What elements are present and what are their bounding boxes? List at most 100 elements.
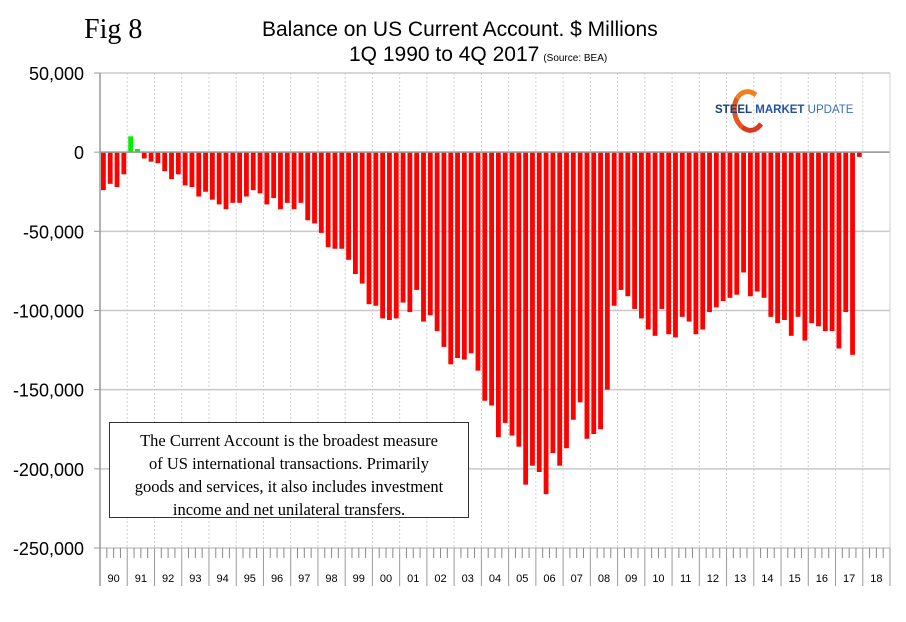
bar: [284, 152, 290, 203]
bar: [216, 152, 222, 205]
bar: [128, 136, 134, 153]
bar: [325, 152, 331, 248]
bar: [387, 152, 392, 320]
bar: [727, 152, 733, 298]
y-tick-label: -150,000: [13, 381, 84, 401]
y-tick-label: 50,000: [29, 64, 84, 84]
bar: [312, 152, 317, 224]
bar: [291, 152, 297, 210]
bar: [264, 152, 270, 205]
bar: [352, 152, 358, 275]
x-tick-label: 12: [707, 573, 719, 585]
x-tick-label: 17: [843, 573, 855, 585]
bar: [223, 152, 229, 210]
bar: [407, 152, 413, 313]
bar: [148, 152, 154, 162]
bar: [700, 152, 706, 330]
bar: [421, 152, 426, 322]
steel-market-update-logo: STEEL MARKET UPDATE: [712, 86, 862, 136]
logo-word-market: MARKET: [755, 104, 805, 116]
x-axis-ticks: 90 91 92 93 94 95 96 97 98 99 00 01 02 03 04 05 06 07 08 09…: [99, 548, 891, 586]
logo-text: STEEL MARKET UPDATE: [715, 104, 853, 116]
bar: [809, 152, 815, 324]
bar: [734, 152, 740, 295]
bar: [523, 152, 529, 485]
x-tick-label: 91: [135, 573, 147, 585]
source-note: (Source: BEA): [543, 53, 608, 64]
bar: [564, 152, 569, 449]
bar: [318, 152, 324, 233]
bar: [843, 152, 849, 313]
bar: [625, 152, 631, 297]
x-tick-label: 08: [598, 573, 610, 585]
bar: [536, 152, 542, 472]
x-tick-label: 00: [380, 573, 392, 585]
bar: [305, 152, 311, 221]
bar: [530, 152, 535, 466]
bar: [679, 152, 685, 317]
bar: [162, 152, 168, 172]
x-tick-label: 09: [625, 573, 637, 585]
bar: [584, 152, 590, 439]
y-tick-label: -200,000: [13, 460, 84, 480]
annotation-line: goods and services, it also includes inv…: [134, 477, 444, 496]
axes: [99, 73, 891, 586]
bars: [101, 136, 862, 495]
bar: [448, 152, 454, 365]
x-tick-label: 06: [543, 573, 555, 585]
x-tick-label: 18: [870, 573, 882, 585]
bar: [754, 152, 760, 292]
annotation-line: The Current Account is the broadest meas…: [140, 431, 438, 450]
bar: [795, 152, 801, 317]
x-tick-label: 01: [407, 573, 419, 585]
bar: [652, 152, 658, 336]
bar: [632, 152, 638, 309]
bar: [557, 152, 563, 466]
bar: [250, 152, 256, 191]
bar: [788, 152, 794, 336]
bar: [182, 152, 188, 186]
bar: [850, 152, 855, 355]
bar: [611, 152, 617, 306]
bar: [373, 152, 379, 306]
bar: [775, 152, 781, 324]
bar: [278, 152, 283, 210]
bar: [339, 152, 345, 249]
x-tick-label: 15: [789, 573, 801, 585]
bar: [645, 152, 651, 330]
y-tick-label: -250,000: [13, 539, 84, 559]
bar: [461, 152, 467, 360]
y-tick-label: -50,000: [23, 222, 84, 242]
bar: [196, 152, 202, 197]
x-tick-label: 94: [216, 573, 228, 585]
bar: [155, 152, 161, 164]
bar: [639, 152, 644, 319]
bar: [414, 152, 420, 290]
bar: [782, 152, 787, 320]
bar: [366, 152, 372, 305]
bar: [570, 152, 576, 420]
x-tick-label: 96: [271, 573, 283, 585]
x-tick-label: 13: [734, 573, 746, 585]
bar: [502, 152, 508, 423]
bar: [271, 152, 277, 199]
bar: [427, 152, 433, 316]
bar: [816, 152, 821, 327]
bar: [591, 152, 597, 434]
bar: [400, 152, 406, 303]
bar: [434, 152, 440, 332]
bar: [175, 152, 181, 175]
bar: [496, 152, 501, 438]
x-tick-label: 03: [462, 573, 474, 585]
annotation-line: of US international transactions. Primar…: [149, 454, 429, 473]
x-tick-label: 16: [816, 573, 828, 585]
bar: [209, 152, 215, 200]
y-axis-ticks: 50,000 0 -50,000 -100,000 -150,000 -200,000 -2…: [13, 64, 100, 559]
bar: [475, 152, 481, 371]
bar: [822, 152, 828, 332]
bar: [829, 152, 835, 332]
x-tick-label: 05: [516, 573, 528, 585]
bar: [257, 152, 263, 194]
figure-label: Fig 8: [84, 14, 143, 45]
bar: [141, 152, 147, 159]
